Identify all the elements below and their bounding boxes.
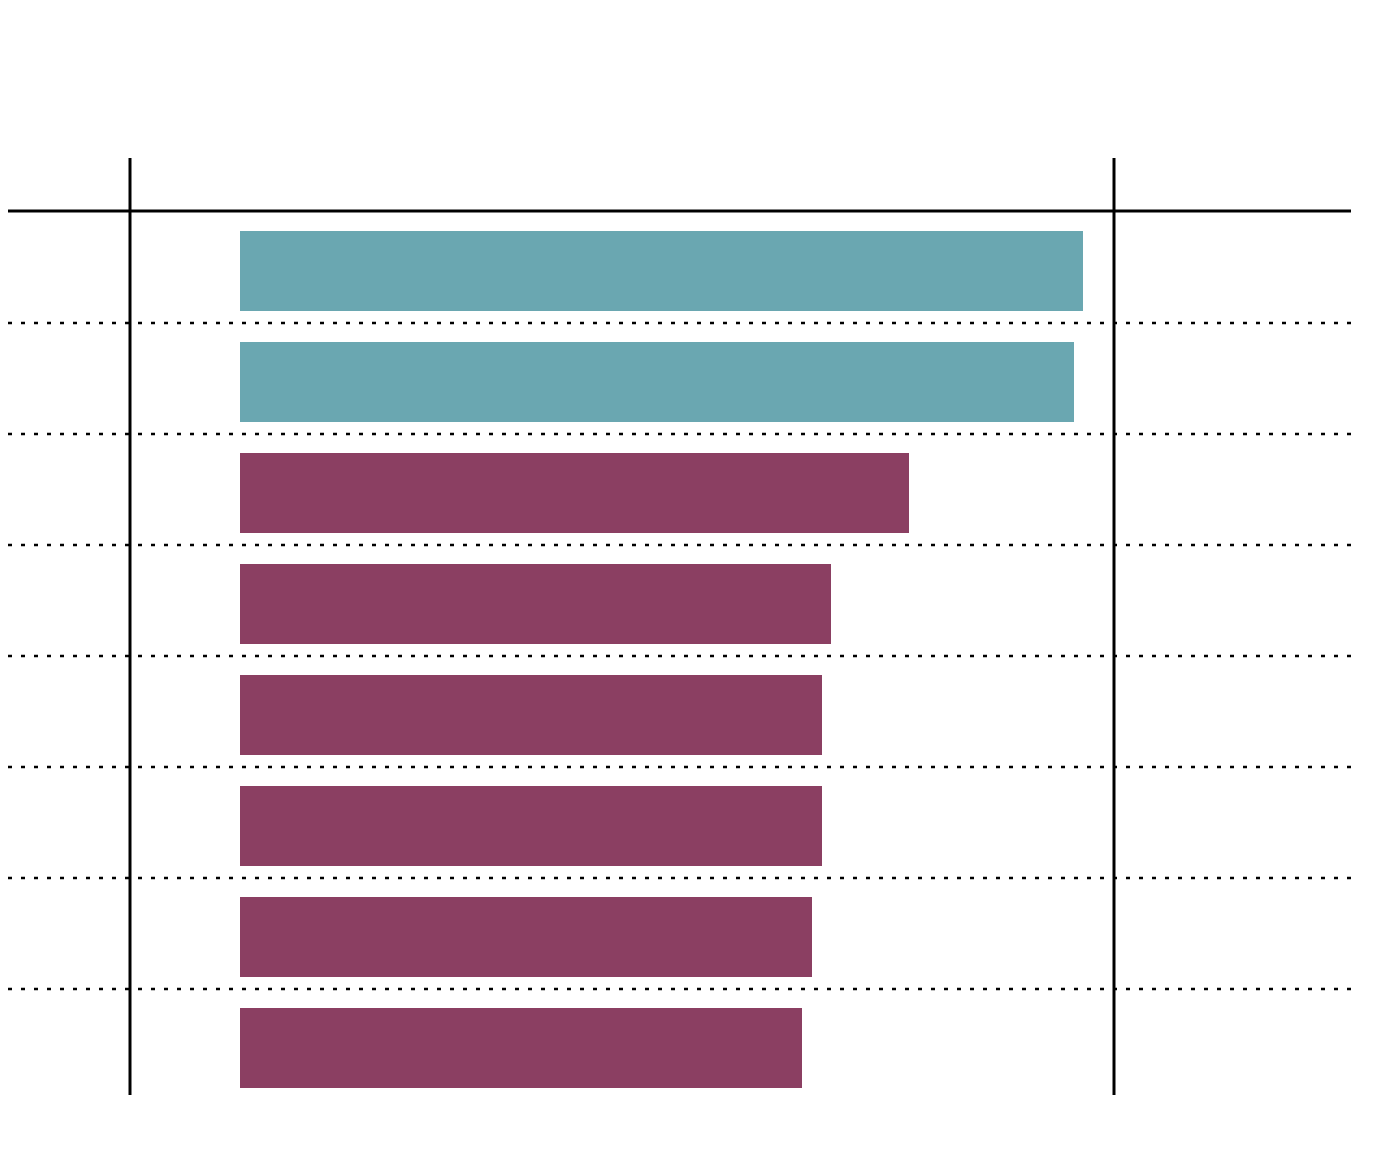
bar — [240, 897, 812, 977]
bar — [240, 786, 822, 866]
bar — [240, 453, 909, 533]
bar — [240, 564, 831, 644]
table-frame — [8, 158, 1351, 1095]
bar — [240, 675, 822, 755]
bar — [240, 1008, 802, 1088]
bar — [240, 231, 1083, 311]
bar — [240, 342, 1074, 422]
